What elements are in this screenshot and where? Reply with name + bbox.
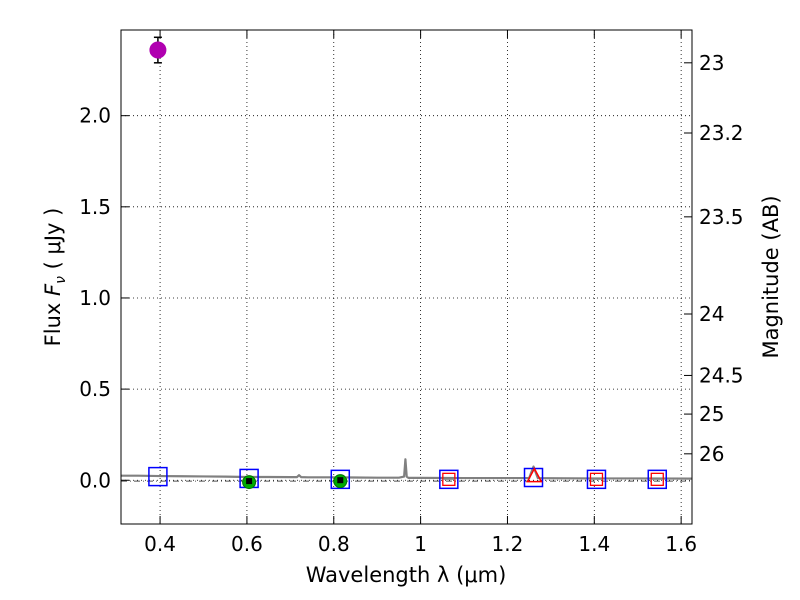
mag-tick-label: 26 xyxy=(699,442,724,466)
y-axis-label: Flux Fν ( μJy ) xyxy=(41,208,69,347)
x-tick-label: 1.4 xyxy=(578,532,610,556)
y-tick-label: 1.5 xyxy=(79,195,111,219)
black-point xyxy=(246,478,253,485)
y-axis-label-suffix: ( μJy ) xyxy=(41,208,65,276)
spectrum-line xyxy=(121,458,693,480)
black-point xyxy=(337,477,344,484)
mag-tick-label: 24.5 xyxy=(699,363,744,387)
mag-tick-label: 24 xyxy=(699,302,724,326)
x-tick-label: 0.4 xyxy=(144,532,176,556)
mag-tick-label: 23.2 xyxy=(699,121,744,145)
mag-tick-label: 23 xyxy=(699,51,724,75)
y-tick-label: 0.5 xyxy=(79,377,111,401)
x-tick-label: 1.6 xyxy=(665,532,697,556)
mag-tick-label: 23.5 xyxy=(699,205,744,229)
x-axis-label: Wavelength λ (μm) xyxy=(306,563,507,587)
grid xyxy=(121,30,692,524)
plot-frame xyxy=(120,29,693,525)
y-tick-label: 2.0 xyxy=(79,104,111,128)
x-tick-label: 0.6 xyxy=(231,532,263,556)
model-square-point xyxy=(586,469,607,490)
y-axis-label-subscript: ν xyxy=(53,276,69,284)
model-square-point xyxy=(523,467,544,488)
model-square-point xyxy=(330,469,351,490)
detection-point xyxy=(149,41,167,59)
y2-axis-label: Magnitude (AB) xyxy=(759,195,783,358)
y-tick-label: 1.0 xyxy=(79,286,111,310)
y-tick-label: 0.0 xyxy=(79,468,111,492)
model-square-point xyxy=(439,469,459,490)
mag-tick-label: 25 xyxy=(699,402,724,426)
y-axis-label-symbol: F xyxy=(41,283,65,296)
ticks: 0.4 0.6 0.8 1 1.2 1.4 1.6 0.0 0.5 1.0 1.5 2.0 23 23.2… xyxy=(79,30,744,556)
x-tick-label: 0.8 xyxy=(318,532,350,556)
x-tick-label: 1.2 xyxy=(492,532,524,556)
data-layer xyxy=(121,36,693,490)
red-triangle-point xyxy=(526,467,543,483)
y-axis-label-prefix: Flux xyxy=(41,296,65,346)
model-square-point xyxy=(647,469,668,490)
model-square-point xyxy=(148,466,168,487)
x-tick-label: 1 xyxy=(414,532,427,556)
